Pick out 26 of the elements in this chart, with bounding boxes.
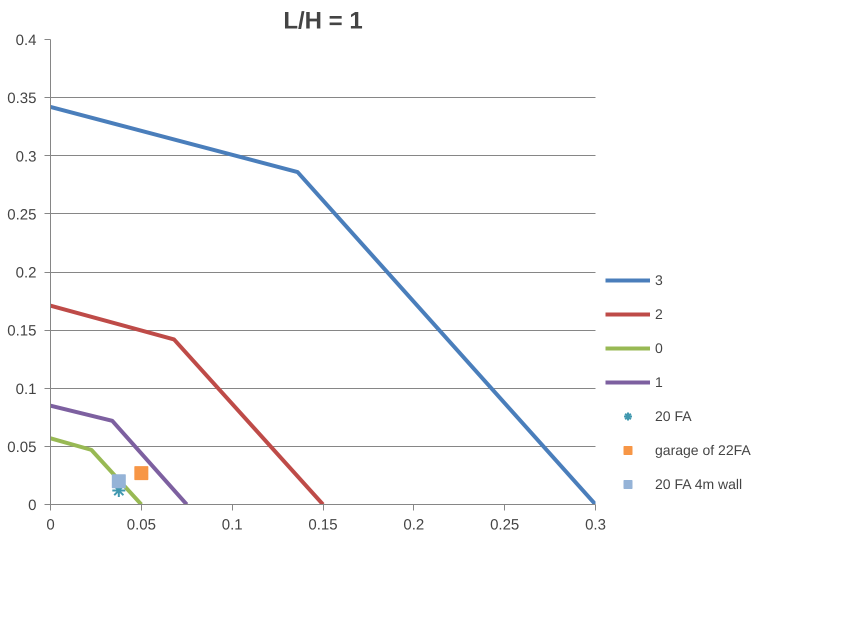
x-tick-label: 0.15 (308, 516, 338, 534)
x-tick-label: 0 (46, 516, 55, 534)
x-tick-label: 0.25 (490, 516, 520, 534)
legend-label: 20 FA 4m wall (655, 476, 742, 492)
legend-label: 1 (655, 374, 664, 390)
x-tick-label: 0.2 (403, 516, 424, 534)
chart-title: L/H = 1 (283, 8, 363, 34)
y-tick-label: 0.25 (7, 206, 37, 224)
y-tick-label: 0 (28, 497, 36, 514)
y-tick-label: 0.15 (7, 322, 37, 340)
legend-label: garage of 22FA (655, 442, 751, 458)
y-tick-label: 0.3 (16, 148, 37, 166)
legend-label: 20 FA (655, 408, 693, 424)
y-tick-label: 0.1 (16, 380, 37, 398)
point (134, 466, 148, 480)
legend-label: 2 (655, 306, 664, 322)
y-tick-label: 0.05 (7, 438, 37, 456)
y-tick-label: 0.4 (16, 32, 37, 49)
point (112, 474, 126, 488)
x-tick-label: 0.3 (585, 516, 606, 534)
legend-label: 3 (655, 272, 664, 288)
y-tick-label: 0.2 (16, 264, 37, 282)
y-tick-label: 0.35 (7, 90, 37, 108)
x-tick-label: 0.1 (222, 516, 243, 534)
x-tick-label: 0.05 (126, 516, 156, 534)
legend-label: 0 (655, 340, 664, 356)
